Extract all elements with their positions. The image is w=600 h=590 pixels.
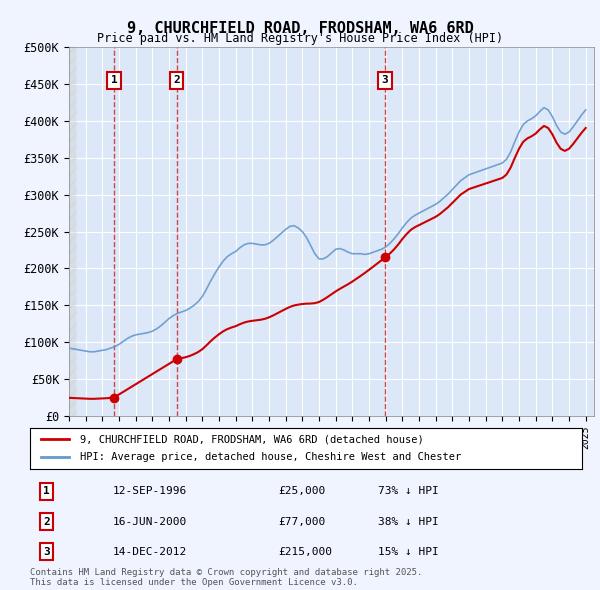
Bar <box>69 47 74 416</box>
Text: 2: 2 <box>173 76 180 86</box>
Text: £77,000: £77,000 <box>278 517 326 527</box>
Text: 73% ↓ HPI: 73% ↓ HPI <box>378 486 439 496</box>
Text: £25,000: £25,000 <box>278 486 326 496</box>
Text: 3: 3 <box>43 547 50 557</box>
Text: 2: 2 <box>43 517 50 527</box>
Text: 1: 1 <box>110 76 118 86</box>
Text: Contains HM Land Registry data © Crown copyright and database right 2025.
This d: Contains HM Land Registry data © Crown c… <box>30 568 422 587</box>
Text: 9, CHURCHFIELD ROAD, FRODSHAM, WA6 6RD: 9, CHURCHFIELD ROAD, FRODSHAM, WA6 6RD <box>127 21 473 35</box>
Text: HPI: Average price, detached house, Cheshire West and Chester: HPI: Average price, detached house, Ches… <box>80 453 461 463</box>
Text: 12-SEP-1996: 12-SEP-1996 <box>113 486 187 496</box>
Text: 38% ↓ HPI: 38% ↓ HPI <box>378 517 439 527</box>
Text: 14-DEC-2012: 14-DEC-2012 <box>113 547 187 557</box>
Text: Price paid vs. HM Land Registry's House Price Index (HPI): Price paid vs. HM Land Registry's House … <box>97 32 503 45</box>
Text: 9, CHURCHFIELD ROAD, FRODSHAM, WA6 6RD (detached house): 9, CHURCHFIELD ROAD, FRODSHAM, WA6 6RD (… <box>80 434 424 444</box>
Text: 16-JUN-2000: 16-JUN-2000 <box>113 517 187 527</box>
Text: 15% ↓ HPI: 15% ↓ HPI <box>378 547 439 557</box>
Text: 1: 1 <box>43 486 50 496</box>
Text: £215,000: £215,000 <box>278 547 332 557</box>
Text: 3: 3 <box>382 76 388 86</box>
